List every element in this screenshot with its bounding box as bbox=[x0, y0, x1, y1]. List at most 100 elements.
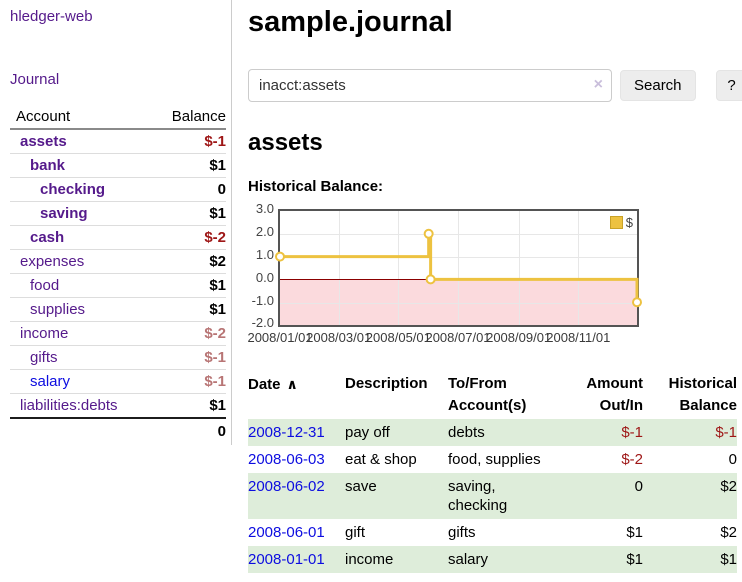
account-balance: $2 bbox=[209, 253, 226, 270]
sidebar-account-link-saving[interactable]: saving bbox=[40, 205, 88, 222]
series-line bbox=[280, 232, 639, 303]
vertical-gridline bbox=[518, 211, 520, 326]
x-axis-tick-label: 2008/09/01 bbox=[486, 330, 552, 346]
transaction-account-name: salary bbox=[448, 551, 489, 569]
transaction-accounts-cell: gifts bbox=[448, 519, 565, 546]
chart-plot-inner bbox=[275, 211, 642, 326]
transaction-accounts-cell: debts bbox=[448, 419, 565, 446]
register-header-row: Date ∧ Description To/From Account(s) Amo… bbox=[248, 371, 737, 419]
sidebar-account-row: salary $-1 bbox=[10, 369, 226, 393]
x-axis-tick-label: 2008/11/01 bbox=[546, 330, 611, 346]
sidebar-account-link-gifts[interactable]: gifts bbox=[30, 349, 58, 366]
sidebar-account-link-income[interactable]: income bbox=[20, 325, 69, 342]
transaction-account-name: supplies bbox=[485, 451, 541, 469]
sidebar-account-link-liabilities-debts[interactable]: liabilities:debts bbox=[20, 397, 118, 414]
sidebar-accounts-rows: assets $-1 bank $1 checking 0 saving $1 cash $-2 e… bbox=[10, 130, 226, 417]
sidebar-account-link-cash[interactable]: cash bbox=[30, 229, 65, 246]
vertical-gridline bbox=[398, 211, 400, 326]
sidebar-account-link-expenses[interactable]: expenses bbox=[20, 253, 85, 270]
register-body: 2008-12-31 pay off debts $-1 $-1 2008-06-03 ea… bbox=[248, 419, 737, 574]
column-header-balance: Historical Balance bbox=[668, 375, 737, 415]
legend-swatch bbox=[609, 216, 623, 230]
chart-plot: $ bbox=[275, 209, 642, 328]
register-row: 2008-01-01 income salary $1 $1 bbox=[248, 546, 737, 574]
transaction-amount-cell: $1 bbox=[626, 551, 643, 569]
transaction-balance-cell: $2 bbox=[720, 524, 737, 542]
account-balance: $1 bbox=[209, 397, 226, 414]
vertical-gridline bbox=[578, 211, 580, 326]
sidebar-account-row: assets $-1 bbox=[10, 130, 226, 153]
y-axis-tick-label: 1.0 bbox=[255, 246, 274, 262]
sidebar-account-link-supplies[interactable]: supplies bbox=[30, 301, 86, 318]
data-point-marker bbox=[425, 274, 436, 285]
sidebar-account-link-assets[interactable]: assets bbox=[20, 133, 67, 150]
y-axis-tick-label: -2.0 bbox=[251, 315, 274, 331]
accounts-table-header: Account Balance bbox=[10, 105, 226, 130]
horizontal-gridline bbox=[280, 234, 637, 236]
column-header-tofrom: To/From Account(s) bbox=[448, 375, 527, 415]
account-balance: $-1 bbox=[204, 373, 226, 390]
transaction-date-link[interactable]: 2008-06-01 bbox=[248, 524, 325, 542]
transaction-amount-cell: $1 bbox=[626, 524, 643, 542]
transaction-amount-cell: 0 bbox=[634, 478, 643, 496]
account-column-header: Account bbox=[16, 108, 71, 125]
sidebar-account-row: gifts $-1 bbox=[10, 345, 226, 369]
transaction-date-link[interactable]: 2008-12-31 bbox=[248, 424, 325, 442]
transaction-description-cell: gift bbox=[345, 524, 366, 542]
column-header-description: Description bbox=[345, 375, 428, 393]
page-title: sample.journal bbox=[248, 6, 453, 38]
column-header-date[interactable]: Date ∧ bbox=[248, 376, 298, 394]
transaction-accounts-cell: salary bbox=[448, 546, 565, 573]
sidebar-account-link-checking[interactable]: checking bbox=[40, 181, 106, 198]
transaction-balance-cell: $2 bbox=[720, 478, 737, 496]
transaction-accounts-cell: food, supplies bbox=[448, 446, 565, 473]
transaction-date-link[interactable]: 2008-06-03 bbox=[248, 451, 325, 469]
sidebar-account-row: bank $1 bbox=[10, 153, 226, 177]
register-row: 2008-06-01 gift gifts $1 $2 bbox=[248, 519, 737, 546]
historical-balance-chart: $ 3.0 2.0 1.0 0.0 -1.0 -2.0 2008/01/01 2008/03/… bbox=[247, 201, 648, 350]
brand-link[interactable]: hledger-web bbox=[10, 8, 93, 25]
account-balance: $-1 bbox=[204, 349, 226, 366]
transaction-description-cell: save bbox=[345, 478, 377, 496]
transaction-date-cell: 2008-06-03 bbox=[248, 446, 345, 473]
account-balance: $-1 bbox=[204, 133, 226, 150]
balance-series bbox=[275, 229, 642, 308]
chart-legend: $ bbox=[609, 215, 633, 230]
transaction-account-name: food, bbox=[448, 451, 482, 469]
account-balance: $-2 bbox=[204, 325, 226, 342]
horizontal-gridline bbox=[280, 302, 637, 304]
sidebar-account-row: expenses $2 bbox=[10, 249, 226, 273]
transaction-account-name: gifts bbox=[448, 524, 476, 542]
balance-column-header: Balance bbox=[171, 108, 226, 125]
account-balance: $1 bbox=[209, 157, 226, 174]
chart-title-label: Historical Balance: bbox=[248, 178, 384, 196]
help-button[interactable]: ? bbox=[715, 70, 742, 102]
sidebar-account-link-salary[interactable]: salary bbox=[30, 373, 71, 390]
transaction-balance-cell: $-1 bbox=[715, 424, 737, 442]
sidebar-account-row: income $-2 bbox=[10, 321, 226, 345]
sidebar-item-journal[interactable]: Journal bbox=[10, 71, 60, 88]
x-axis-tick-label: 2008/05/01 bbox=[365, 330, 431, 346]
transaction-balance-cell: $1 bbox=[720, 551, 737, 569]
register-row: 2008-06-03 eat & shop food, supplies $-2 0 bbox=[248, 446, 737, 473]
transaction-description-cell: pay off bbox=[345, 424, 390, 442]
transaction-account-name: checking bbox=[448, 497, 508, 515]
transaction-date-link[interactable]: 2008-01-01 bbox=[248, 551, 325, 569]
transaction-date-link[interactable]: 2008-06-02 bbox=[248, 478, 325, 496]
search-input[interactable] bbox=[248, 69, 612, 103]
transaction-description-cell: eat & shop bbox=[345, 451, 417, 469]
sidebar: hledger-web Journal Account Balance asse… bbox=[0, 0, 232, 445]
x-axis-tick-label: 2008/01/01 bbox=[247, 330, 313, 346]
clear-search-icon[interactable]: × bbox=[593, 76, 603, 94]
sidebar-account-link-bank[interactable]: bank bbox=[30, 157, 66, 174]
transaction-date-cell: 2008-01-01 bbox=[248, 546, 345, 573]
sidebar-account-link-food[interactable]: food bbox=[30, 277, 60, 294]
search-button[interactable]: Search bbox=[620, 70, 696, 102]
y-axis-tick-label: -1.0 bbox=[251, 292, 274, 308]
x-axis-tick-label: 2008/03/01 bbox=[306, 330, 372, 346]
data-point-marker bbox=[275, 251, 285, 262]
transaction-date-cell: 2008-06-01 bbox=[248, 519, 345, 546]
transaction-description-cell: income bbox=[345, 551, 394, 569]
register-row: 2008-12-31 pay off debts $-1 $-1 bbox=[248, 419, 737, 447]
